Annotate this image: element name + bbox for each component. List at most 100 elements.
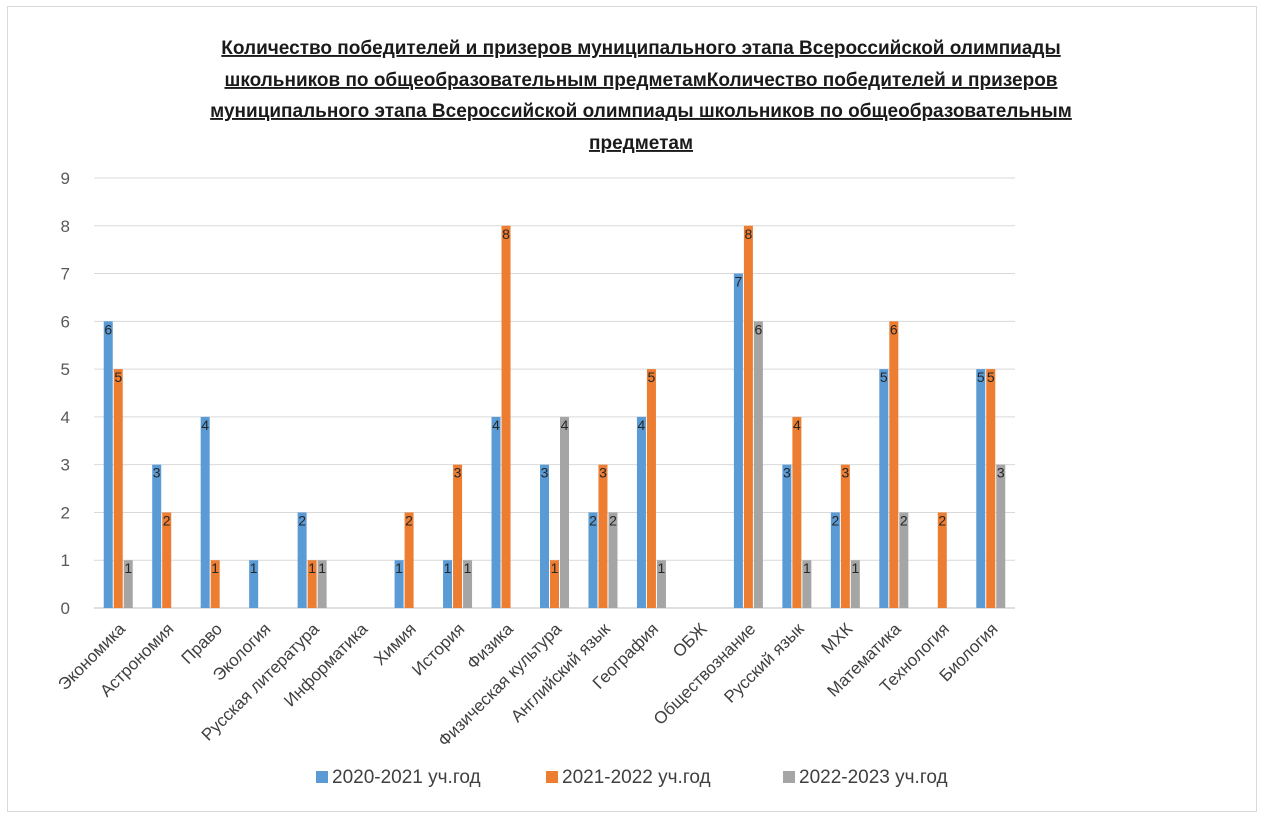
bar [394,560,404,608]
bar [889,321,899,608]
y-tick-label: 0 [61,599,70,618]
bar [743,225,753,608]
data-label: 2 [938,512,946,528]
data-label: 3 [783,465,791,481]
data-label: 4 [638,417,646,433]
bar [753,321,763,608]
bar [550,560,559,608]
bar [463,560,473,608]
legend-label: 2022-2023 уч.год [799,767,948,788]
bar [996,464,1006,608]
data-label: 5 [987,369,995,385]
gridlines [94,177,1015,609]
data-label: 2 [831,512,839,528]
data-label: 2 [298,512,306,528]
bar [792,416,802,608]
data-label: 6 [890,321,898,337]
legend-swatch [316,771,328,783]
data-label: 8 [744,226,752,242]
x-tick-label: ОБЖ [669,619,711,661]
data-label: 1 [464,560,472,576]
data-label: 4 [201,417,209,433]
bar [210,560,220,608]
y-tick-label: 3 [61,456,70,475]
chart-title: Количество победителей и призеров муници… [210,38,1072,154]
bar [249,560,259,608]
data-label: 1 [551,560,559,576]
data-label: 3 [841,465,849,481]
bar [899,512,909,608]
bar [608,512,618,608]
bar [491,416,501,608]
bar [636,416,646,608]
data-label: 3 [153,465,161,481]
bar [404,512,414,608]
chart-title-line: предметам [589,133,693,154]
y-tick-label: 9 [61,169,70,188]
bar [986,369,996,608]
legend-label: 2020-2021 уч.год [332,767,481,788]
bar [733,273,743,608]
data-label: 2 [405,512,413,528]
bar [976,369,986,608]
legend-swatch [546,771,558,783]
y-tick-label: 8 [61,217,70,236]
bars [103,225,1006,608]
bar [830,512,840,608]
data-label: 6 [104,321,112,337]
legend-label: 2021-2022 уч.год [562,767,711,788]
data-label: 4 [492,417,500,433]
data-label: 1 [211,560,219,576]
bar [782,464,792,608]
data-label: 8 [502,226,510,242]
bar [297,512,307,608]
bar-chart: Количество победителей и призеров муници… [54,38,1072,788]
x-tick-label: МХК [818,619,857,658]
bar [560,416,569,608]
x-tick-label: История [408,619,468,679]
data-label: 3 [541,465,549,481]
y-tick-label: 2 [61,503,70,522]
bar [200,416,210,608]
y-tick-label: 5 [61,360,70,379]
data-label: 5 [977,369,985,385]
y-tick-label: 6 [61,312,70,331]
bar [850,560,860,608]
y-axis-ticks: 0 1 2 3 4 5 6 7 8 9 [61,169,70,618]
data-label: 6 [754,321,762,337]
chart-title-line: муниципального этапа Всероссийской олимп… [210,101,1072,122]
chart-title-line: школьников по общеобразовательным предме… [225,70,1058,91]
bar [501,225,511,608]
chart-frame: Количество победителей и призеров муници… [7,6,1257,812]
data-label: 2 [609,512,617,528]
bar [152,464,162,608]
data-label: 3 [997,465,1005,481]
legend-swatch [783,771,795,783]
data-label: 3 [599,465,607,481]
data-label: 5 [880,369,888,385]
bar [453,464,463,608]
bar [588,512,598,608]
bar [598,464,608,608]
bar [103,321,113,608]
data-label: 1 [395,560,403,576]
y-tick-label: 4 [61,408,70,427]
bar [113,369,123,608]
data-label: 1 [851,560,859,576]
data-label: 2 [163,512,171,528]
y-tick-label: 7 [61,265,70,284]
legend: 2020-2021 уч.год 2021-2022 уч.год 2022-202… [316,767,948,788]
bar [123,560,133,608]
chart-title-line: Количество победителей и призеров муници… [221,38,1060,59]
bar [656,560,666,608]
bar [879,369,889,608]
x-tick-label: Информатика [280,619,371,710]
data-label: 2 [900,512,908,528]
data-label: 1 [250,560,258,576]
bar [307,560,317,608]
data-label: 5 [114,369,122,385]
data-label: 5 [648,369,656,385]
bar [802,560,812,608]
bar [937,512,947,608]
